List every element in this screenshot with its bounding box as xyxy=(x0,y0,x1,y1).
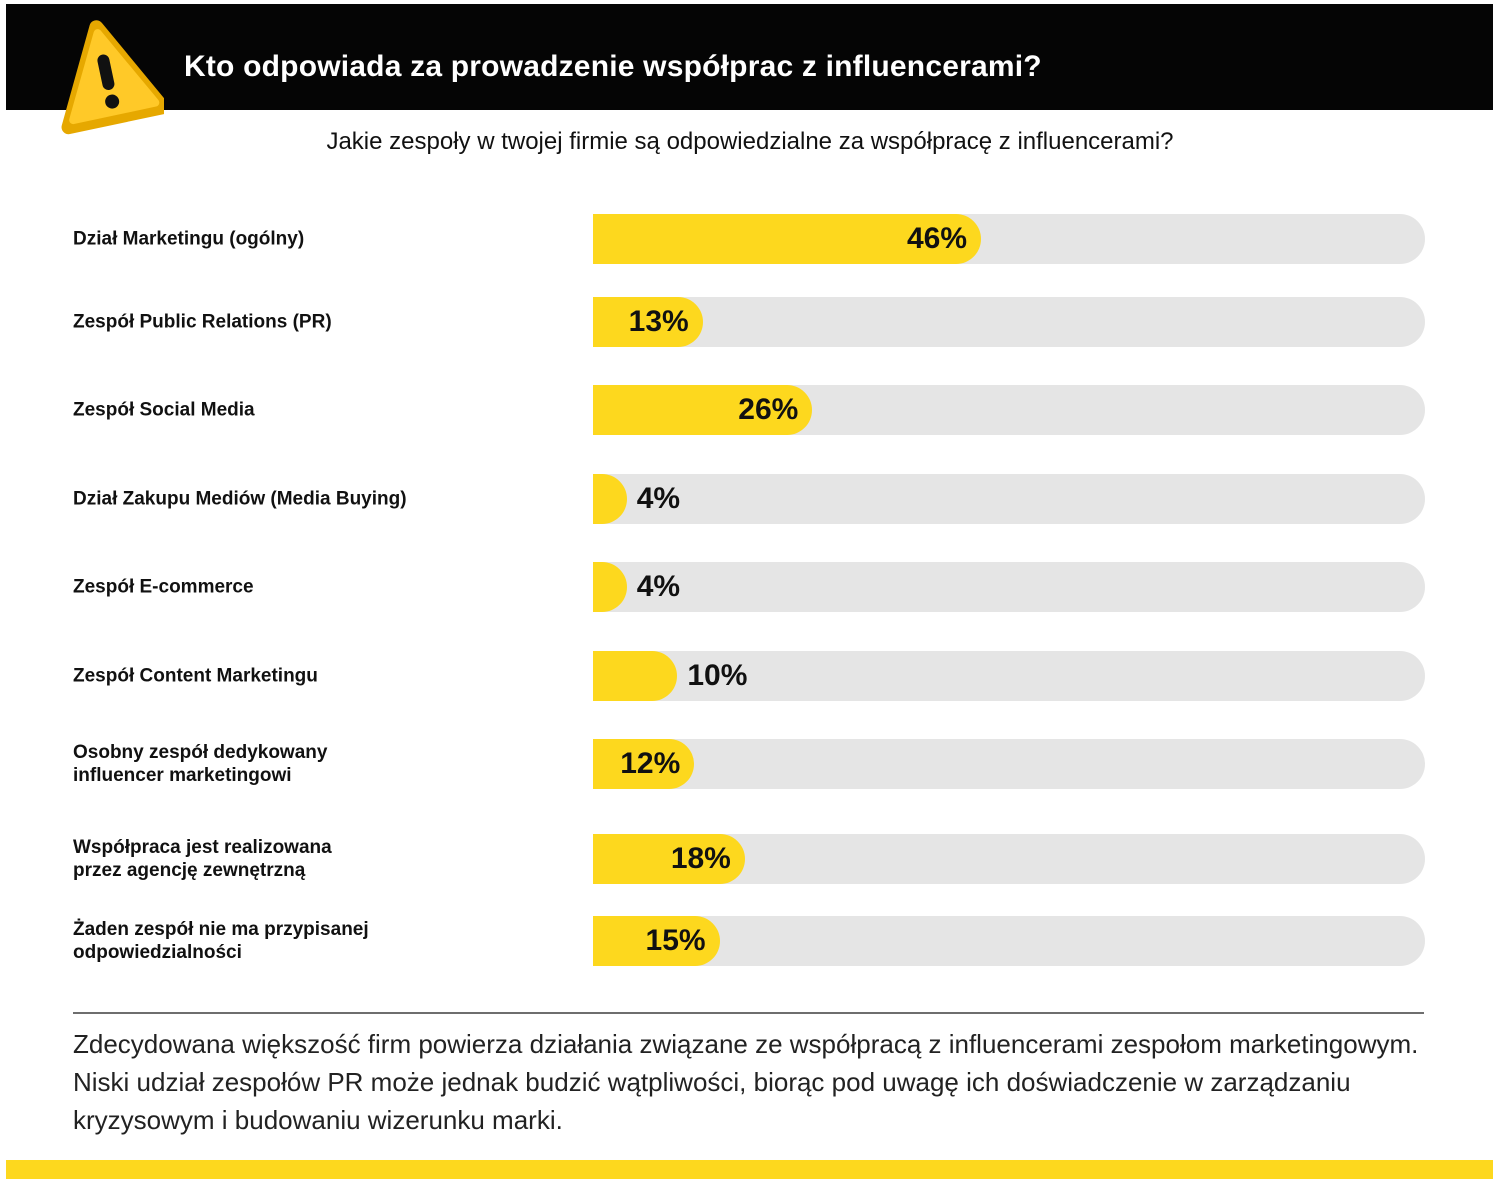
page-title: Kto odpowiada za prowadzenie współprac z… xyxy=(184,50,1042,83)
bar-track: 15% xyxy=(593,916,1425,966)
category-label: Osobny zespół dedykowany influencer mark… xyxy=(73,742,328,786)
category-label: Współpraca jest realizowana przez agencj… xyxy=(73,837,332,881)
bar xyxy=(593,297,703,347)
bar-track: 4% xyxy=(593,562,1425,612)
category-label: Zespół Public Relations (PR) xyxy=(73,311,332,333)
bar-value-label: 15% xyxy=(645,924,706,957)
bar-value-label: 4% xyxy=(636,570,681,603)
bar-track: 13% xyxy=(593,297,1425,347)
bar-value-label: 26% xyxy=(738,393,799,426)
bar-track: 4% xyxy=(593,474,1425,524)
bar-track: 12% xyxy=(593,739,1425,789)
bar-track: 46% xyxy=(593,214,1425,264)
category-label: Zespół Content Marketingu xyxy=(73,665,318,687)
bar-value-label: 18% xyxy=(670,842,731,875)
category-label: Zespół Social Media xyxy=(73,399,255,421)
category-label: Dział Zakupu Mediów (Media Buying) xyxy=(73,488,407,510)
bar xyxy=(593,834,745,884)
bar-track: 18% xyxy=(593,834,1425,884)
category-label: Zespół E-commerce xyxy=(73,576,254,598)
header-bar xyxy=(6,4,1493,110)
footer-bar xyxy=(6,1160,1493,1179)
divider xyxy=(73,1012,1424,1014)
bar xyxy=(593,385,813,435)
bar-chart: Dział Marketingu (ogólny) 46% Zespół Publi… xyxy=(73,214,1425,966)
bar-value-label: 12% xyxy=(620,747,681,780)
bar xyxy=(593,916,720,966)
bar xyxy=(593,214,981,264)
bar xyxy=(593,562,627,612)
bar-value-label: 46% xyxy=(907,222,968,255)
warning-icon xyxy=(61,20,164,135)
bar xyxy=(593,474,627,524)
category-label: Dział Marketingu (ogólny) xyxy=(73,228,305,250)
bar-value-label: 13% xyxy=(628,305,689,338)
bar-value-label: 10% xyxy=(687,659,748,692)
bar-track: 26% xyxy=(593,385,1425,435)
chart-subtitle: Jakie zespoły w twojej firmie są odpowie… xyxy=(326,128,1174,155)
bar xyxy=(593,651,678,701)
bar-value-label: 4% xyxy=(636,482,681,515)
summary-text: Zdecydowana większość firm powierza dzia… xyxy=(73,1029,1419,1135)
category-label: Żaden zespół nie ma przypisanej odpowied… xyxy=(73,919,369,963)
bar-track: 10% xyxy=(593,651,1425,701)
bar xyxy=(593,739,695,789)
